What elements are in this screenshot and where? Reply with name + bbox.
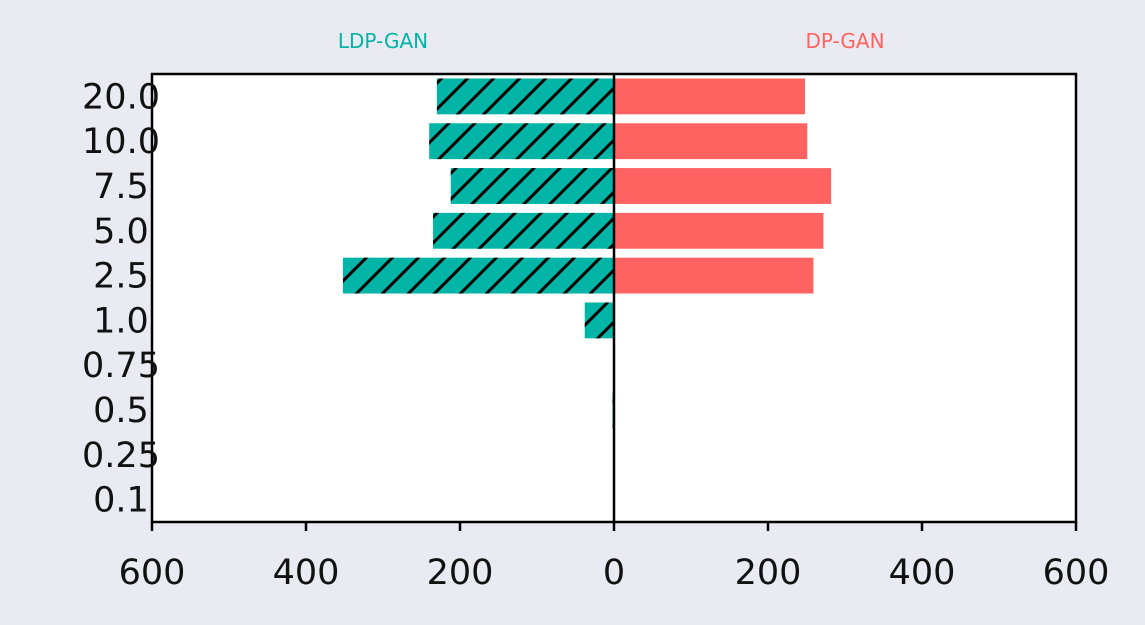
x-tick-label: 600	[1043, 553, 1110, 593]
y-tick-label: 1.0	[93, 301, 149, 341]
y-tick-label: 0.25	[82, 436, 160, 476]
right-bar-4	[614, 258, 813, 294]
left-bar-hatch-0	[437, 78, 614, 114]
right-bar-3	[614, 213, 823, 249]
y-tick-label: 0.5	[93, 391, 149, 431]
right-bar-0	[614, 78, 805, 114]
right-series-title: DP-GAN	[805, 29, 884, 53]
left-bar-hatch-2	[451, 168, 614, 204]
x-tick-label: 400	[889, 553, 956, 593]
y-tick-label: 10.0	[82, 122, 160, 162]
left-bar-hatch-3	[433, 213, 614, 249]
y-tick-label: 20.0	[82, 77, 160, 117]
right-bar-2	[614, 168, 831, 204]
x-tick-label: 600	[119, 553, 186, 593]
left-bar-hatch-1	[429, 123, 614, 159]
left-bar-hatch-5	[585, 302, 614, 338]
y-tick-label: 5.0	[93, 212, 149, 252]
x-tick-label: 400	[273, 553, 340, 593]
left-series-title: LDP-GAN	[338, 29, 428, 53]
y-tick-label: 7.5	[93, 167, 149, 207]
x-tick-label: 200	[427, 553, 494, 593]
y-tick-label: 2.5	[93, 257, 149, 297]
y-tick-label: 0.1	[93, 481, 149, 521]
x-tick-label: 0	[603, 553, 625, 593]
y-tick-label: 0.75	[82, 346, 160, 386]
left-bar-hatch-4	[343, 258, 614, 294]
x-tick-label: 200	[735, 553, 802, 593]
right-bar-1	[614, 123, 807, 159]
